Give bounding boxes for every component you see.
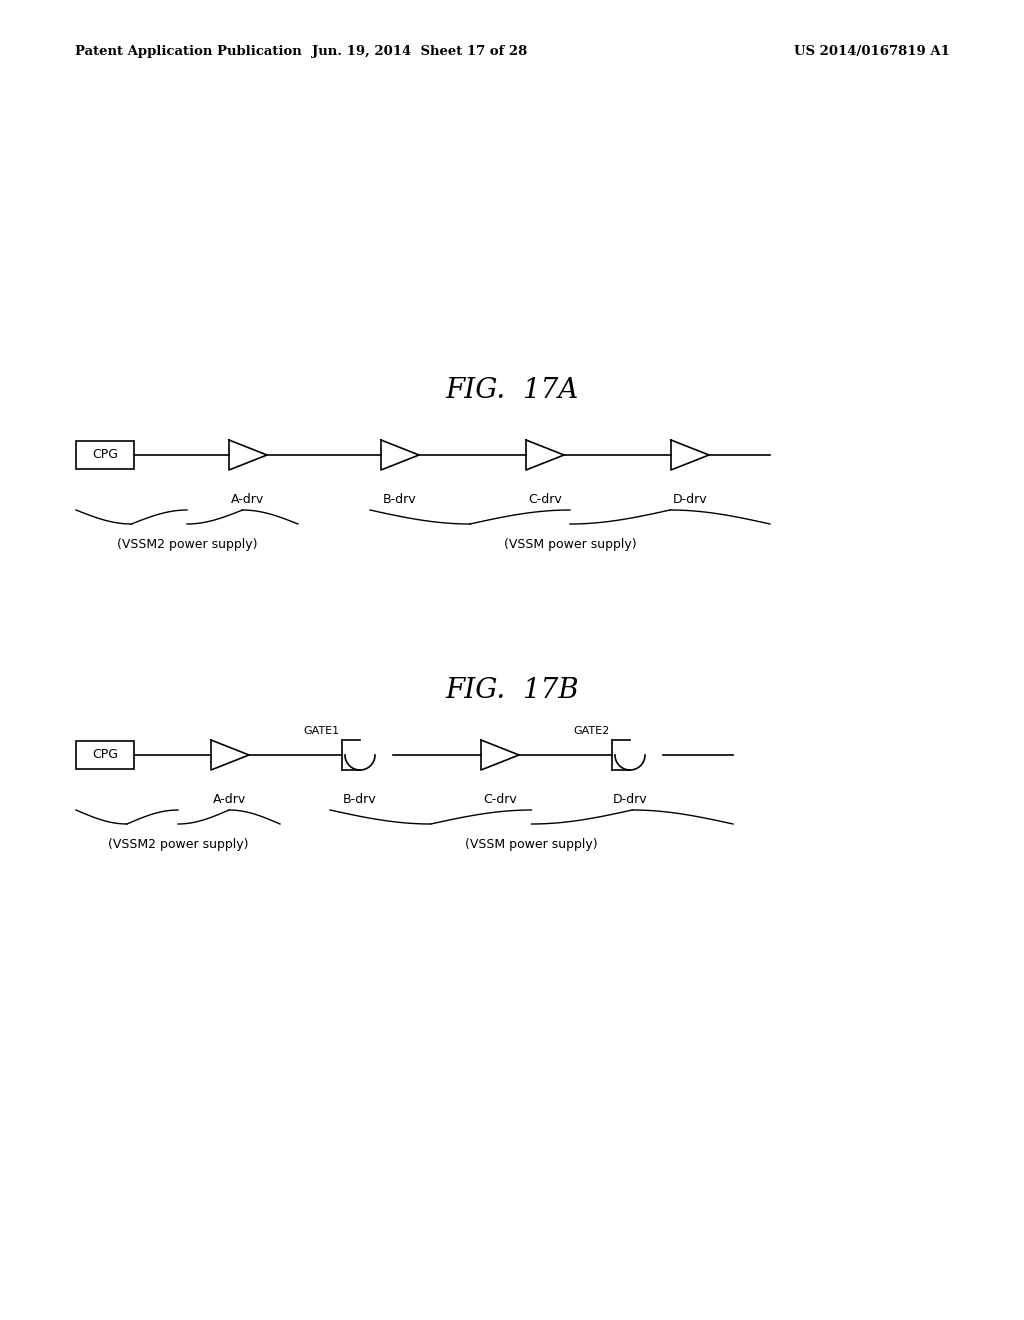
Text: B-drv: B-drv (343, 793, 377, 807)
Bar (76, 441, 134, 469)
Text: Jun. 19, 2014  Sheet 17 of 28: Jun. 19, 2014 Sheet 17 of 28 (312, 45, 527, 58)
Text: D-drv: D-drv (673, 492, 708, 506)
Text: GATE2: GATE2 (573, 726, 610, 737)
Text: (VSSM power supply): (VSSM power supply) (504, 539, 636, 550)
Text: (VSSM power supply): (VSSM power supply) (465, 838, 598, 851)
Text: D-drv: D-drv (612, 793, 647, 807)
Text: C-drv: C-drv (528, 492, 562, 506)
Text: B-drv: B-drv (383, 492, 417, 506)
Text: (VSSM2 power supply): (VSSM2 power supply) (108, 838, 248, 851)
Text: C-drv: C-drv (483, 793, 517, 807)
Text: (VSSM2 power supply): (VSSM2 power supply) (117, 539, 257, 550)
Text: GATE1: GATE1 (304, 726, 340, 737)
Text: A-drv: A-drv (231, 492, 264, 506)
Text: A-drv: A-drv (213, 793, 247, 807)
Text: Patent Application Publication: Patent Application Publication (75, 45, 302, 58)
Text: FIG.  17B: FIG. 17B (445, 676, 579, 704)
Text: CPG: CPG (92, 748, 118, 762)
Text: FIG.  17A: FIG. 17A (445, 376, 579, 404)
Bar (76, 741, 134, 770)
Text: US 2014/0167819 A1: US 2014/0167819 A1 (795, 45, 950, 58)
Text: CPG: CPG (92, 449, 118, 462)
